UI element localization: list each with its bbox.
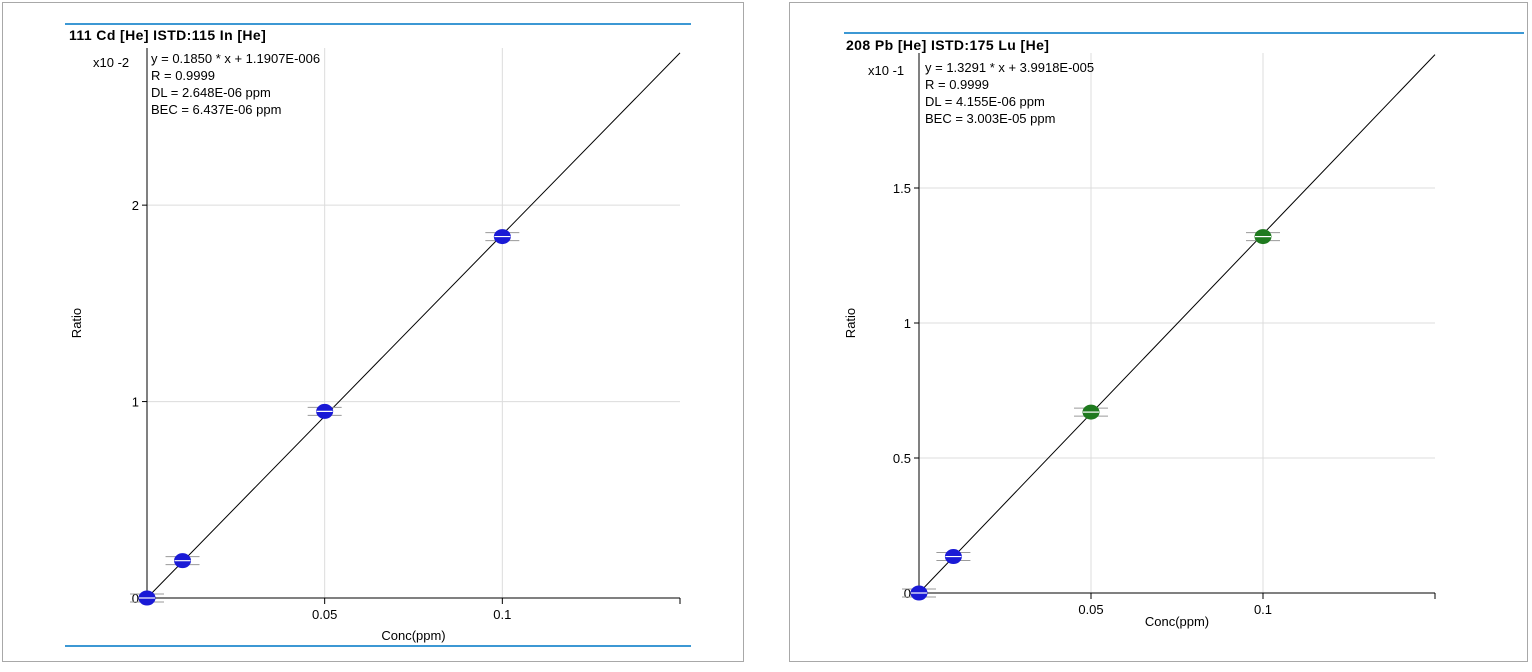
top-rule — [65, 23, 691, 25]
y-tick-label: 0 — [132, 591, 139, 606]
x-tick-label: 0.05 — [312, 607, 337, 622]
x-tick-label: 0.05 — [1078, 602, 1103, 617]
fit-dl-text: DL = 4.155E-06 ppm — [925, 94, 1045, 109]
calibration-panel-pb: 208 Pb [He] ISTD:175 Lu [He] 0 0.5 1 1.5 0.0… — [789, 2, 1528, 662]
y-tick-label: 1.5 — [893, 181, 911, 196]
x-axis-label: Conc(ppm) — [381, 628, 445, 643]
panel-title: 208 Pb [He] ISTD:175 Lu [He] — [846, 37, 1050, 53]
y-axis-label: Ratio — [843, 308, 858, 338]
calibration-plot-pb: 0 0.5 1 1.5 0.05 0.1 Conc(ppm) Ratio x10 -1 y = 1… — [843, 53, 1436, 629]
y-tick-label: 0.5 — [893, 451, 911, 466]
y-tick-label: 1 — [132, 395, 139, 410]
fit-bec-text: BEC = 3.003E-05 ppm — [925, 111, 1055, 126]
x-axis-label: Conc(ppm) — [1145, 614, 1209, 629]
y-scale-multiplier: x10 -1 — [868, 63, 904, 78]
fit-equation-text: y = 1.3291 * x + 3.9918E-005 — [925, 60, 1094, 75]
y-axis-label: Ratio — [69, 308, 84, 338]
fit-r-text: R = 0.9999 — [925, 77, 989, 92]
fit-r-text: R = 0.9999 — [151, 68, 215, 83]
y-tick-label: 2 — [132, 198, 139, 213]
calibration-fit-line — [146, 52, 681, 599]
y-scale-multiplier: x10 -2 — [93, 55, 129, 70]
y-tick-label: 0 — [904, 586, 911, 601]
x-tick-label: 0.1 — [493, 607, 511, 622]
bottom-rule — [65, 645, 691, 647]
x-tick-label: 0.1 — [1254, 602, 1272, 617]
calibration-plot-cd: 0 1 2 0.05 0.1 Conc(ppm) Ratio x10 -2 y = 0.1850… — [69, 48, 681, 643]
y-tick-label: 1 — [904, 316, 911, 331]
top-rule — [844, 32, 1524, 34]
panel-title: 111 Cd [He] ISTD:115 In [He] — [69, 27, 267, 43]
calibration-fit-line — [918, 54, 1436, 594]
calibration-panel-cd: 111 Cd [He] ISTD:115 In [He] 0 1 2 0.05 0.1 C… — [2, 2, 744, 662]
fit-equation-text: y = 0.1850 * x + 1.1907E-006 — [151, 51, 320, 66]
fit-bec-text: BEC = 6.437E-06 ppm — [151, 102, 281, 117]
fit-dl-text: DL = 2.648E-06 ppm — [151, 85, 271, 100]
